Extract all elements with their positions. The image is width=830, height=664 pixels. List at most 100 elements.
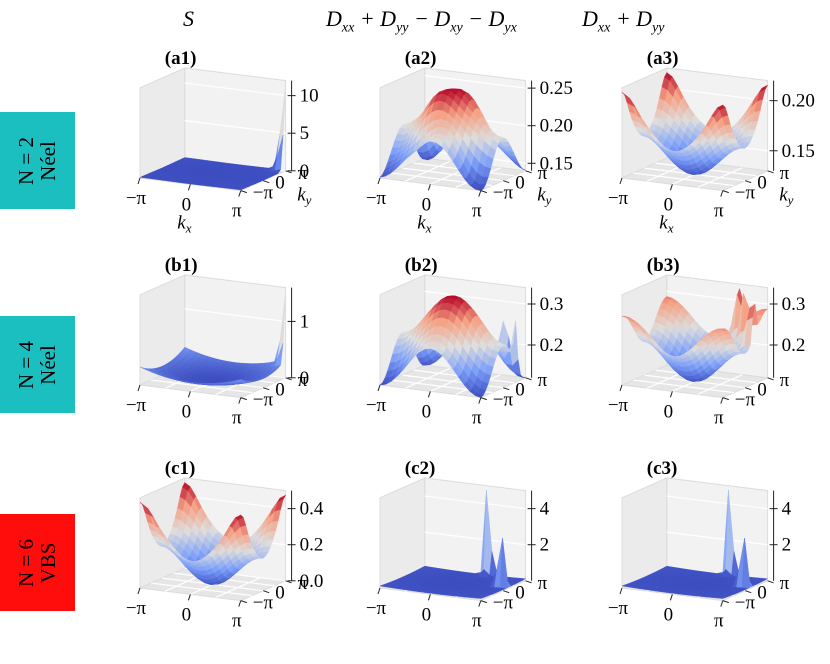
y-tick — [722, 190, 729, 194]
x-tick — [238, 397, 242, 404]
z-tick-label: 0 — [300, 161, 310, 182]
grid-line — [666, 531, 768, 546]
grid-line — [666, 87, 768, 102]
x-tick — [377, 384, 381, 392]
axis-pane — [424, 477, 527, 582]
y-tick-label: −π — [735, 390, 756, 411]
y-tick-label: π — [538, 163, 548, 184]
x-tick — [619, 384, 623, 392]
y-tick-label: 0 — [757, 380, 767, 401]
z-tick-label: 0 — [300, 368, 310, 389]
y-tick — [767, 170, 774, 174]
x-tick — [187, 391, 191, 398]
surface-mesh — [621, 287, 769, 382]
x-tick-label: −π — [366, 395, 387, 416]
y-tick-label: −π — [493, 593, 514, 614]
y-tick — [285, 580, 292, 584]
y-tick-label: π — [298, 163, 308, 184]
grid-line — [215, 577, 261, 598]
y-tick — [240, 190, 247, 194]
y-tick-label: π — [780, 573, 790, 594]
z-tick-label: 0.2 — [540, 335, 564, 356]
y-tick — [263, 387, 270, 391]
z-tick-label: 0.3 — [782, 294, 806, 315]
axis-pane — [666, 477, 769, 582]
x-tick-label: π — [472, 201, 482, 222]
x-tick — [720, 600, 724, 607]
y-tick-label: π — [538, 370, 548, 391]
z-tick-label: 0.20 — [782, 91, 815, 112]
z-tick-label: 0.15 — [540, 153, 573, 174]
x-tick — [427, 594, 431, 601]
x-tick — [669, 594, 673, 601]
y-tick-label: 0 — [275, 583, 285, 604]
surface-cell — [475, 188, 484, 191]
surface-mesh — [621, 490, 769, 599]
y-tick — [722, 397, 729, 401]
z-tick-label: 0.2 — [300, 535, 324, 556]
x-tick — [619, 177, 623, 185]
surface-cell — [716, 104, 726, 111]
x-tick — [238, 190, 242, 197]
surface-mesh — [621, 72, 769, 175]
x-tick — [137, 177, 141, 185]
x-tick — [427, 391, 431, 398]
x-tick — [478, 600, 482, 607]
column-title-s: S — [183, 6, 194, 31]
y-tick — [240, 600, 247, 604]
y-tick — [525, 377, 532, 381]
y-tick-label: −π — [253, 390, 274, 411]
x-tick-label: π — [232, 408, 242, 429]
z-tick-label: 2 — [782, 535, 792, 556]
grid-line — [666, 495, 768, 510]
z-tick-label: 0.3 — [540, 294, 564, 315]
y-tick — [525, 170, 532, 174]
x-tick — [669, 184, 673, 191]
y-tick — [722, 600, 729, 604]
y-tick — [285, 170, 292, 174]
grid-line — [697, 167, 743, 188]
x-tick-label: −π — [608, 188, 629, 209]
x-axis-label: kx — [177, 212, 191, 235]
y-tick-label: 0 — [757, 173, 767, 194]
y-tick-label: −π — [735, 593, 756, 614]
x-axis-label: kx — [417, 212, 431, 235]
surface-cell — [234, 514, 244, 521]
y-tick — [745, 180, 752, 184]
y-tick — [525, 580, 532, 584]
surface-cell — [717, 596, 726, 599]
grid-line — [424, 495, 526, 510]
x-tick-label: −π — [608, 598, 629, 619]
x-tick-label: −π — [126, 395, 147, 416]
z-tick-label: 5 — [300, 123, 310, 144]
y-tick — [767, 580, 774, 584]
x-tick-label: 0 — [182, 401, 192, 422]
y-tick — [503, 180, 510, 184]
grid-line — [424, 531, 526, 546]
panel-label: (c3) — [647, 458, 678, 479]
y-tick-label: −π — [735, 183, 756, 204]
row-label-n2: N = 2 Néel — [0, 112, 75, 209]
x-tick-label: −π — [608, 395, 629, 416]
x-tick — [137, 384, 141, 392]
x-tick — [377, 587, 381, 595]
grid-line — [424, 74, 526, 89]
grid-line — [184, 82, 286, 97]
x-tick-label: 0 — [422, 604, 432, 625]
y-tick-label: π — [298, 573, 308, 594]
surface-mesh — [379, 88, 526, 191]
panel-label: (b3) — [647, 255, 680, 276]
x-tick — [187, 594, 191, 601]
panel-label: (a2) — [405, 48, 437, 69]
surface-mesh — [379, 295, 526, 398]
y-tick-label: −π — [493, 183, 514, 204]
x-axis-label: kx — [659, 212, 673, 235]
x-tick — [238, 600, 242, 607]
surface-mesh — [139, 85, 286, 191]
column-title-d-sum: Dxx + Dyy — [582, 6, 665, 36]
x-tick-label: 0 — [182, 194, 192, 215]
